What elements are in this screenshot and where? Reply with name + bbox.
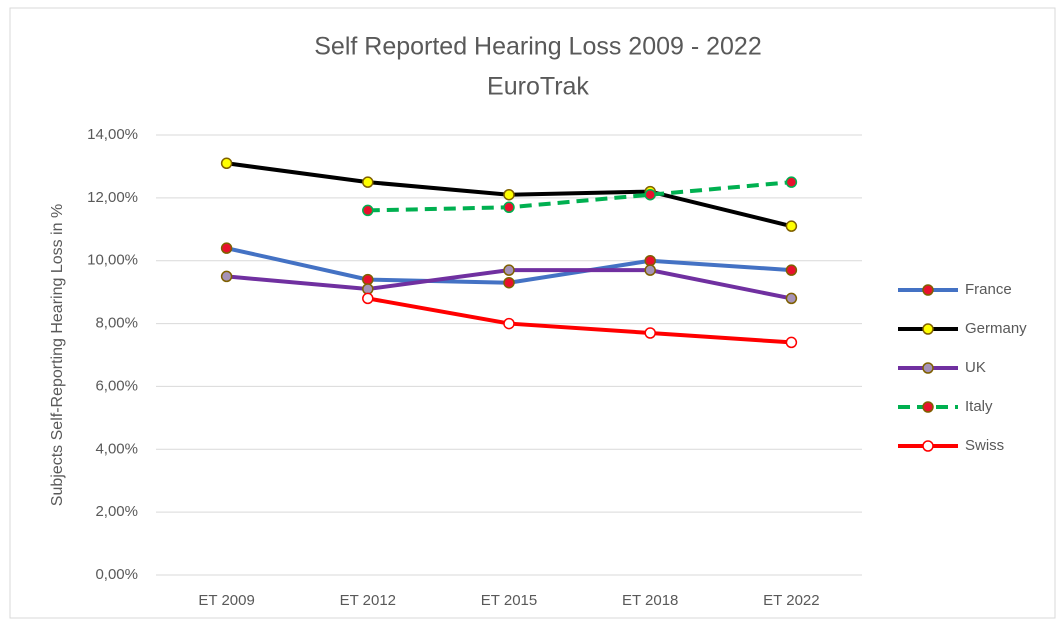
data-point bbox=[785, 264, 798, 276]
legend-marker bbox=[922, 401, 934, 413]
data-point bbox=[362, 283, 374, 295]
data-point bbox=[362, 292, 374, 305]
data-point bbox=[362, 176, 374, 188]
data-point bbox=[220, 270, 233, 283]
data-point bbox=[503, 264, 515, 276]
data-point bbox=[785, 176, 798, 188]
legend-label: France bbox=[965, 281, 1012, 298]
legend-label: Italy bbox=[965, 398, 993, 415]
data-point bbox=[220, 157, 233, 170]
data-point bbox=[644, 188, 656, 201]
legend-marker bbox=[922, 440, 934, 452]
legend-label: Swiss bbox=[965, 437, 1004, 454]
y-axis-label: Subjects Self-Reporting Hearing Loss in … bbox=[49, 204, 66, 506]
series-line bbox=[367, 180, 792, 213]
legend-marker bbox=[922, 362, 934, 374]
data-point bbox=[362, 204, 374, 217]
data-point bbox=[503, 188, 515, 201]
legend-marker bbox=[922, 323, 934, 335]
data-point bbox=[785, 220, 798, 232]
data-point bbox=[644, 264, 656, 276]
data-point bbox=[503, 201, 515, 214]
legend-label: Germany bbox=[965, 320, 1027, 337]
y-tick-label: 8,00% bbox=[95, 315, 138, 332]
series-line bbox=[367, 296, 792, 345]
y-tick-label: 0,00% bbox=[95, 566, 138, 583]
y-tick-label: 14,00% bbox=[87, 126, 138, 143]
y-tick-label: 4,00% bbox=[95, 440, 138, 457]
x-tick-label: ET 2009 bbox=[198, 592, 254, 609]
y-tick-label: 6,00% bbox=[95, 377, 138, 394]
data-point bbox=[362, 273, 374, 286]
x-tick-label: ET 2012 bbox=[340, 592, 396, 609]
legend-marker bbox=[922, 284, 934, 296]
data-point bbox=[503, 276, 515, 289]
data-point bbox=[785, 336, 798, 349]
x-tick-label: ET 2022 bbox=[763, 592, 819, 609]
chart-frame bbox=[9, 7, 1056, 619]
chart-subtitle: EuroTrak bbox=[487, 73, 589, 101]
y-tick-label: 10,00% bbox=[87, 252, 138, 269]
y-tick-label: 12,00% bbox=[87, 189, 138, 206]
x-tick-label: ET 2018 bbox=[622, 592, 678, 609]
x-tick-label: ET 2015 bbox=[481, 592, 537, 609]
data-point bbox=[220, 242, 233, 254]
legend-label: UK bbox=[965, 359, 986, 376]
data-point bbox=[785, 292, 798, 305]
data-point bbox=[503, 317, 515, 330]
chart-title: Self Reported Hearing Loss 2009 - 2022 bbox=[314, 33, 762, 61]
y-tick-label: 2,00% bbox=[95, 503, 138, 520]
data-point bbox=[644, 254, 656, 267]
data-point bbox=[644, 327, 656, 339]
